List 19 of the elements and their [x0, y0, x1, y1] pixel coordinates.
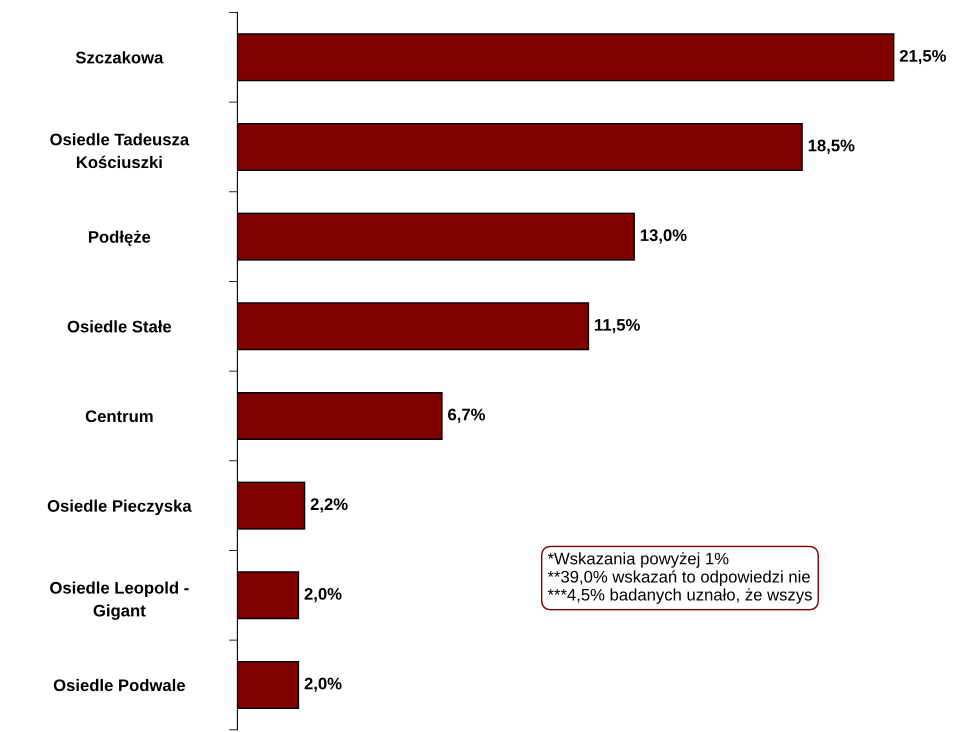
y-tick-label: Osiedle Stałe — [68, 320, 172, 332]
annotation: **39,0% wskazań to odpowiedzi nie — [548, 570, 810, 586]
y-tick-label: Osiedle Tadeusza Kościuszki — [50, 133, 190, 168]
data-label: 2,0% — [304, 678, 342, 692]
data-label: 2,2% — [310, 498, 348, 513]
y-tick-label: Centrum — [86, 410, 153, 422]
data-label: 6,7% — [448, 408, 486, 423]
annotation: *Wskazania powyżej 1% — [548, 552, 728, 568]
y-tick-label: Podłęże — [88, 230, 150, 246]
y-tick-label: Osiedle Leopold - Gigant — [50, 581, 189, 620]
data-label: 13,0% — [640, 229, 687, 244]
data-label: 18,5% — [808, 140, 854, 154]
data-label: 2,0% — [304, 588, 342, 602]
y-tick-label: Osiedle Podwale — [54, 678, 186, 692]
annotation: ***4,5% badanych uznało, że wszys — [548, 588, 812, 604]
y-tick-label: Osiedle Pieczyska — [48, 500, 192, 516]
data-label: 11,5% — [595, 319, 640, 334]
y-tick-label: Szczakowa — [76, 51, 164, 64]
data-label: 21,5% — [900, 50, 946, 64]
